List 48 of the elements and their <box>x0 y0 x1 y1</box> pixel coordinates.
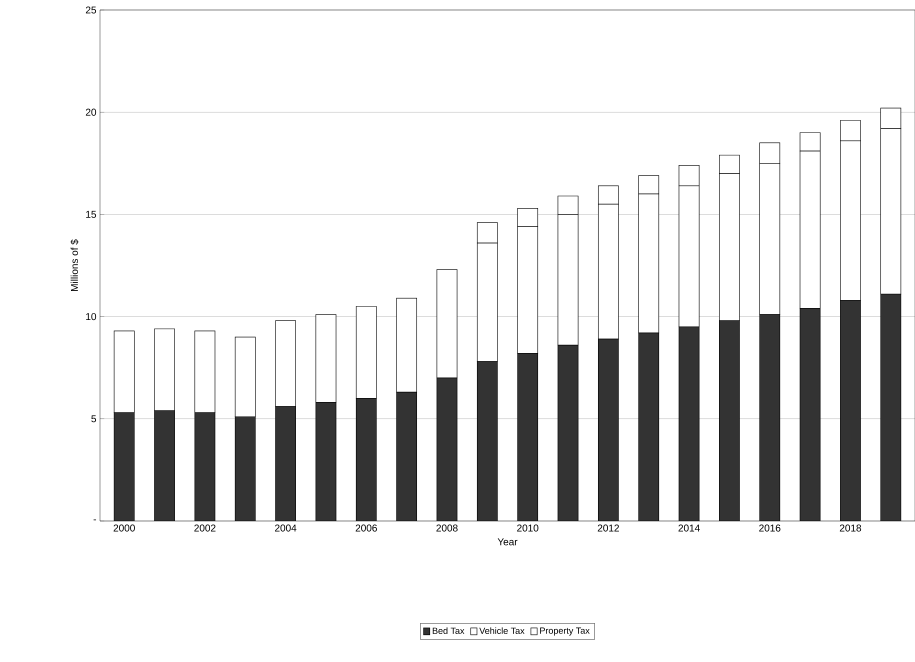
y-tick-label: 25 <box>86 6 96 14</box>
x-tick-label: 2016 <box>759 524 780 532</box>
x-tick-label: 2006 <box>356 524 377 532</box>
bar <box>558 344 578 521</box>
bar <box>234 416 256 521</box>
legend-label: Property Tax <box>540 628 590 636</box>
x-tick-label: 2014 <box>678 524 700 532</box>
bar <box>194 412 216 521</box>
y-tick-label: 5 <box>91 415 96 422</box>
bar <box>356 306 377 399</box>
x-axis-title: Year <box>498 538 518 546</box>
y-axis-title: Millions of $ <box>70 239 79 291</box>
x-tick-label: 2000 <box>114 524 135 532</box>
x-tick-label: 2018 <box>840 524 862 532</box>
legend-label: Bed Tax <box>432 627 464 634</box>
bar <box>759 314 780 521</box>
x-tick-label: 2002 <box>194 524 216 532</box>
bar <box>275 406 296 521</box>
bar <box>800 308 820 521</box>
bar <box>114 412 135 521</box>
y-tick-label: - <box>94 519 96 520</box>
x-tick-label: 2008 <box>436 524 458 532</box>
bar <box>194 330 216 413</box>
bar <box>517 353 538 521</box>
bar <box>880 294 902 521</box>
bar <box>316 314 336 403</box>
bar <box>154 328 175 411</box>
bar <box>476 361 498 521</box>
bar <box>638 332 660 521</box>
x-tick-label: 2004 <box>275 524 296 532</box>
bar <box>840 300 861 521</box>
legend-label: Vehicle Tax <box>479 627 525 634</box>
bar <box>316 402 336 521</box>
y-tick-label: 10 <box>86 313 96 320</box>
bar <box>678 326 700 521</box>
x-tick-label: 2010 <box>517 524 538 532</box>
y-tick-label: 15 <box>86 210 96 218</box>
y-tick-label: 20 <box>86 108 96 116</box>
bar <box>396 392 418 521</box>
bar <box>356 398 377 521</box>
bar <box>719 320 740 521</box>
bar <box>396 298 418 393</box>
bar <box>275 320 296 407</box>
bar <box>234 336 256 418</box>
x-tick-label: 2012 <box>598 524 619 532</box>
bar <box>598 338 619 521</box>
bar <box>436 378 458 521</box>
bar <box>154 410 175 521</box>
